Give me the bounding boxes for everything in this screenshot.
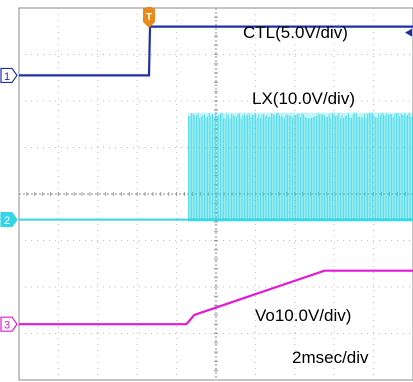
channel-marker-1: [0, 67, 18, 84]
trigger-level-icon: [405, 28, 412, 37]
channel-marker-label: 3: [4, 320, 10, 332]
trigger-marker: [143, 8, 156, 28]
vo-scale-label: Vo10.0V/div): [255, 306, 352, 325]
vo-trace: [19, 269, 413, 326]
trigger-arrow-icon: [146, 7, 153, 11]
ctl-trace: [19, 25, 413, 77]
ctl-scale-label: CTL(5.0V/div): [243, 23, 348, 42]
lx-scale-label: LX(10.0V/div): [252, 89, 355, 108]
channel-marker-label: 1: [4, 71, 10, 83]
channel-marker-2: [0, 211, 18, 228]
time-scale-label: 2msec/div: [292, 348, 369, 367]
channel-marker-label: 2: [4, 215, 10, 227]
trigger-marker-label: T: [146, 12, 152, 23]
channel-marker-3: [0, 316, 18, 332]
